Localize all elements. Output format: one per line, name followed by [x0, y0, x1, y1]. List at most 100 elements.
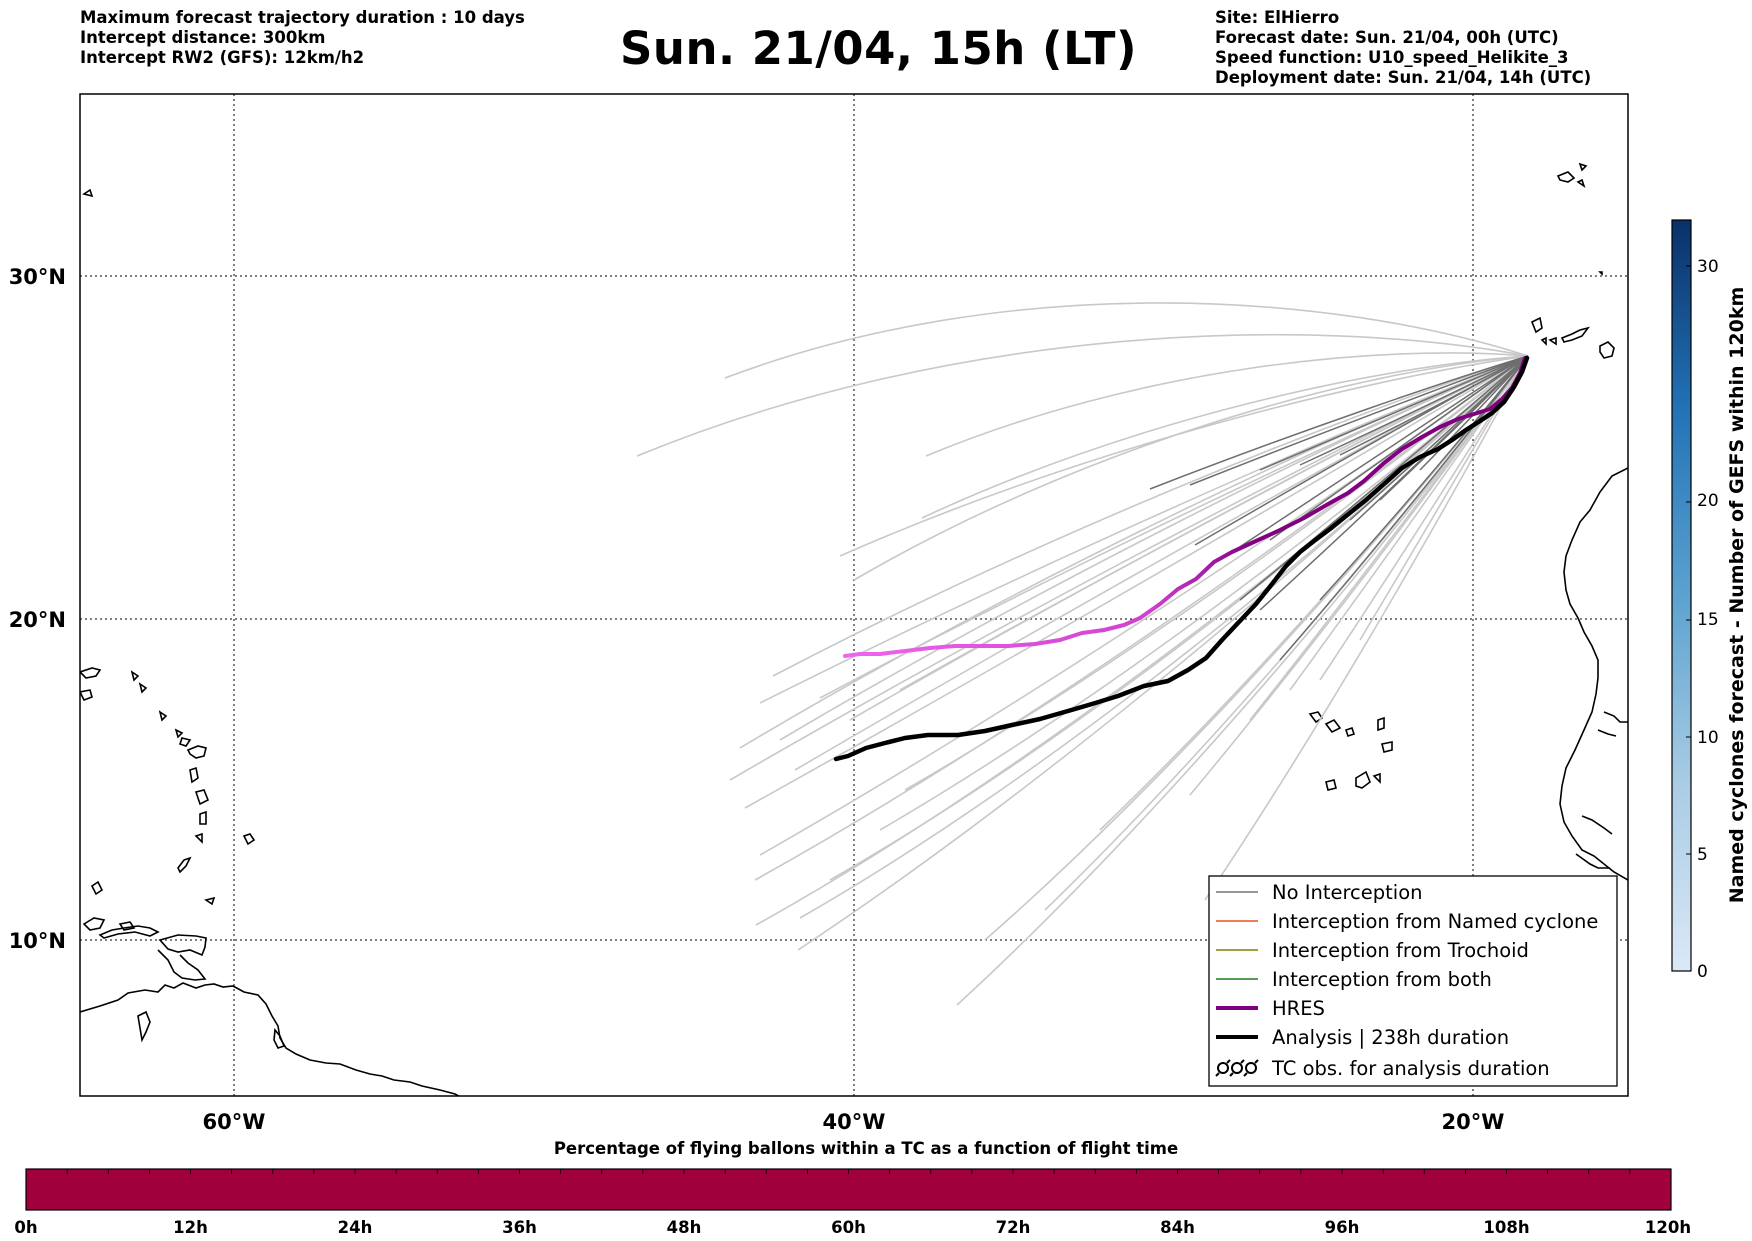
coastline-madeira-3 [1578, 162, 1588, 172]
bottom-tick-120h: 120h [1645, 1218, 1691, 1237]
coastline-margarita [118, 921, 136, 931]
colorbar-tick-0: 0 [1697, 962, 1708, 982]
colorbar-title: Named cyclones forecast - Number of GEFS… [1726, 287, 1748, 904]
ensemble-trajectories [636, 302, 1529, 1006]
forecast-date-text: Forecast date: Sun. 21/04, 00h (UTC) [1215, 28, 1559, 47]
coastline-cape-verde-6 [1325, 779, 1337, 791]
bottom-tick-84h: 84h [1160, 1218, 1195, 1237]
site-text: Site: ElHierro [1215, 8, 1340, 27]
ensemble-trajectory [925, 352, 1529, 457]
legend-item-trochoid: Interception from Trochoid [1216, 939, 1529, 962]
bottom-tick-48h: 48h [667, 1218, 702, 1237]
coastline-canary-4 [1548, 336, 1557, 346]
coastline-guyana-islet-2 [273, 1028, 286, 1049]
tc-percentage-fill [25, 1168, 1672, 1211]
legend-label-named-cyclone: Interception from Named cyclone [1272, 910, 1598, 933]
coastline-azores-like [82, 188, 94, 198]
coastline-cape-verde-4 [1377, 716, 1385, 732]
legend-label-analysis: Analysis | 238h duration [1272, 1026, 1509, 1049]
ensemble-trajectory [921, 355, 1529, 519]
coastline-cape-verde-5 [1381, 741, 1393, 753]
legend-label-hres: HRES [1272, 997, 1325, 1020]
legend-item-tc-obs: TC obs. for analysis duration [1215, 1057, 1550, 1080]
lat-label-10n: 10°N [9, 929, 66, 953]
coastline-venezuela-hump [157, 949, 207, 981]
coastline-guadeloupe [186, 745, 207, 759]
ensemble-trajectory-near [1299, 355, 1529, 466]
ensemble-trajectory-near [1279, 355, 1529, 661]
coastline-antilles-1 [80, 667, 102, 679]
ensemble-trajectory [853, 355, 1529, 581]
ensemble-trajectory [904, 355, 1529, 791]
coastline-cape-verde-8 [1372, 772, 1381, 784]
trajectory-duration-text: Maximum forecast trajectory duration : 1… [80, 8, 525, 27]
ensemble-trajectory [1319, 355, 1529, 681]
page-title: Sun. 21/04, 15h (LT) [620, 22, 1138, 75]
tc-percentage-bar: Percentage of flying ballons within a TC… [14, 1139, 1691, 1237]
coastline-antilles-4 [138, 682, 148, 694]
colorbar-tick-30: 30 [1697, 257, 1719, 277]
ensemble-trajectory [744, 355, 1529, 809]
map-frame [79, 93, 1629, 1097]
ensemble-trajectory [839, 355, 1529, 557]
lon-label-60w: 60°W [203, 1110, 266, 1134]
coastline-antilles-2 [80, 689, 93, 702]
deployment-date-text: Deployment date: Sun. 21/04, 14h (UTC) [1215, 68, 1592, 87]
coastline-canary-3 [1599, 341, 1615, 359]
legend-item-hres: HRES [1216, 997, 1325, 1020]
ensemble-trajectory-near [1269, 355, 1529, 541]
coastline-paria [98, 925, 160, 939]
coastline-st-lucia [199, 810, 207, 825]
hres-trajectory [843, 356, 1527, 658]
ensemble-trajectory [1249, 355, 1529, 721]
coastline-canary-2 [1560, 326, 1590, 343]
ensemble-trajectory [636, 333, 1529, 457]
ensemble-trajectory [956, 355, 1529, 1006]
coastline-antilles-6 [174, 728, 184, 739]
legend: No Interception Interception from Named … [1208, 875, 1618, 1087]
bottom-tick-12h: 12h [173, 1218, 208, 1237]
legend-item-named-cyclone: Interception from Named cyclone [1216, 910, 1598, 933]
forecast-settings-info: Maximum forecast trajectory duration : 1… [80, 8, 525, 68]
bottom-tick-72h: 72h [996, 1218, 1031, 1237]
coastline-cape-verde-3 [1344, 726, 1356, 738]
ensemble-trajectory [899, 355, 1529, 691]
bottom-tick-0h: 0h [14, 1218, 37, 1237]
lon-label-20w: 20°W [1442, 1110, 1505, 1134]
bottom-tick-60h: 60h [831, 1218, 866, 1237]
coastline-st-vincent [194, 832, 203, 844]
coastline-antilles-3 [130, 670, 140, 682]
ensemble-trajectory [1359, 355, 1529, 641]
legend-label-trochoid: Interception from Trochoid [1272, 939, 1529, 962]
bottom-tick-108h: 108h [1483, 1218, 1529, 1237]
ensemble-trajectory [779, 355, 1529, 741]
ensemble-trajectory [739, 355, 1529, 749]
ensemble-trajectory [1204, 355, 1529, 901]
tc-percentage-title: Percentage of flying ballons within a TC… [554, 1139, 1178, 1158]
legend-item-both: Interception from both [1216, 968, 1492, 991]
ensemble-trajectory [772, 355, 1529, 677]
coastline-south-america [80, 982, 461, 1096]
legend-label-no-interception: No Interception [1272, 881, 1423, 904]
lat-label-20n: 20°N [9, 608, 66, 632]
bottom-tick-24h: 24h [338, 1218, 373, 1237]
coastline-africa-details-2 [1597, 729, 1617, 737]
ensemble-trajectory [1289, 355, 1529, 691]
coastline-canary-5 [1540, 336, 1547, 346]
coastline-curacao [90, 880, 104, 896]
colorbar-tick-5: 5 [1697, 845, 1708, 865]
coastline-aruba [82, 917, 106, 931]
ensemble-trajectory-near [1259, 355, 1529, 471]
colorbar-tick-10: 10 [1697, 728, 1719, 748]
intercept-rw2-text: Intercept RW2 (GFS): 12km/h2 [80, 48, 365, 67]
bottom-tick-36h: 36h [502, 1218, 537, 1237]
legend-box [1208, 875, 1618, 1087]
site-info: Site: ElHierro Forecast date: Sun. 21/04… [1215, 8, 1591, 88]
coastline-antilles-5 [158, 710, 168, 722]
legend-item-no-interception: No Interception [1216, 881, 1423, 904]
legend-label-tc-obs: TC obs. for analysis duration [1271, 1057, 1550, 1080]
lat-label-30n: 30°N [9, 265, 66, 289]
coastline-africa-details-1 [1603, 711, 1628, 723]
ensemble-trajectory [724, 302, 1529, 379]
bottom-tick-96h: 96h [1325, 1218, 1360, 1237]
